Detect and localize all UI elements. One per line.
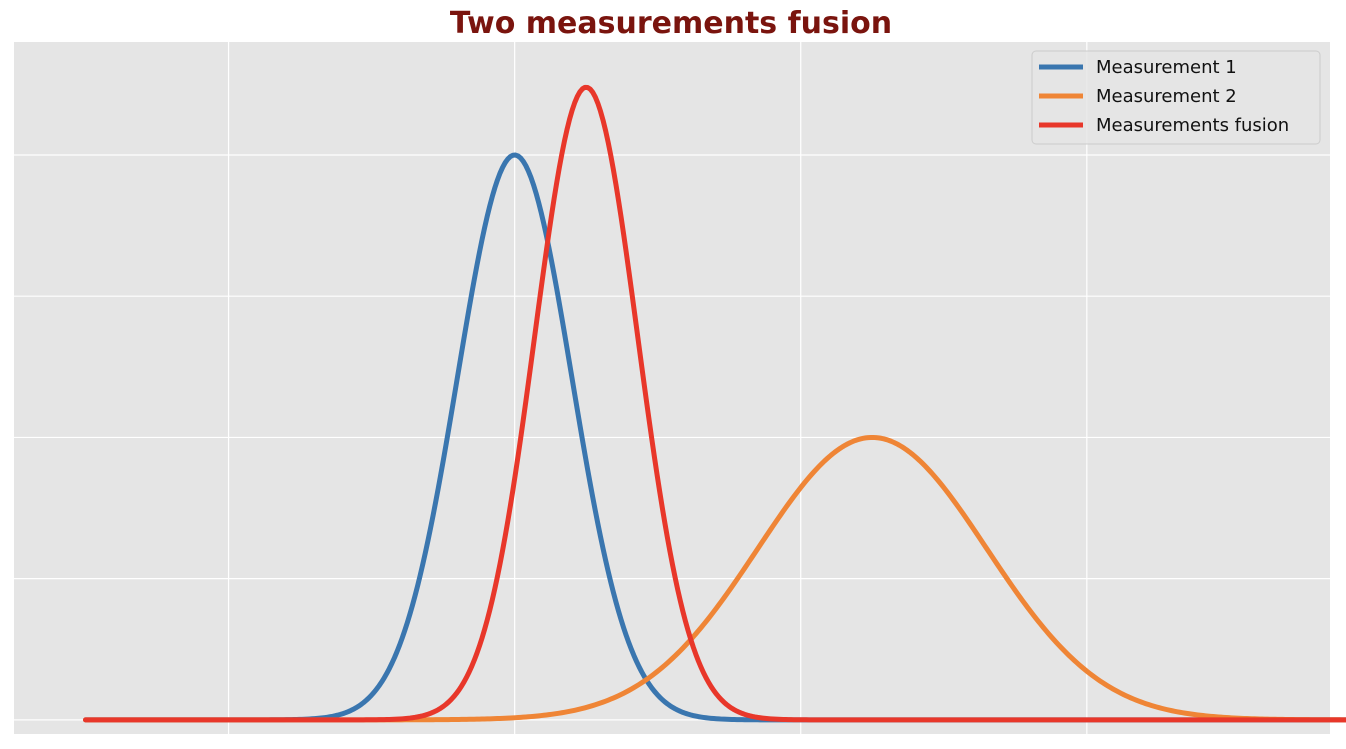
chart-title: Two measurements fusion: [450, 6, 892, 41]
legend-label-measurements-fusion: Measurements fusion: [1096, 115, 1289, 136]
legend: Measurement 1 Measurement 2 Measurements…: [1031, 50, 1321, 145]
legend-box: [1031, 50, 1321, 145]
legend-label-measurement-1: Measurement 1: [1096, 57, 1237, 78]
plot-area: [14, 42, 1330, 734]
series-lines: [83, 84, 1346, 723]
legend-label-measurement-2: Measurement 2: [1096, 86, 1237, 107]
series-line-measurements-fusion: [83, 84, 1346, 723]
